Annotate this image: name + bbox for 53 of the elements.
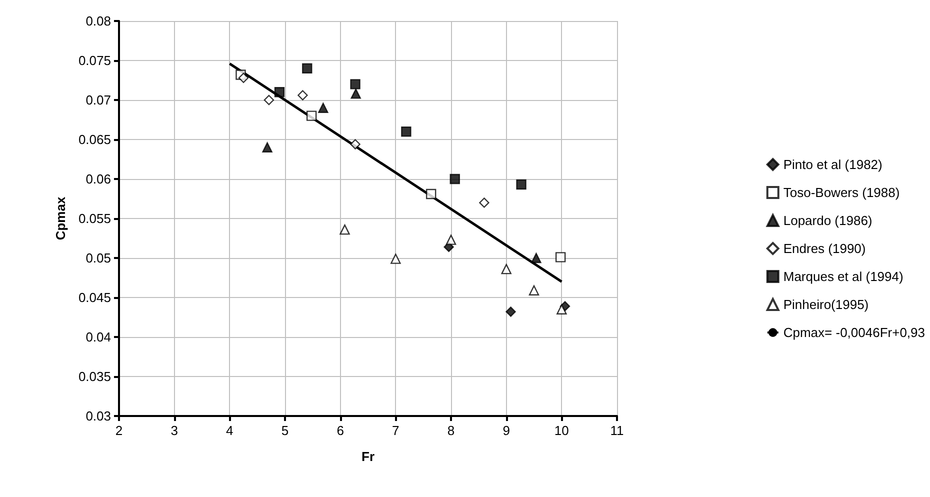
point — [390, 254, 401, 264]
point — [302, 63, 312, 74]
point — [350, 79, 360, 90]
y-tick-label: 0.07 — [86, 92, 111, 108]
point — [450, 174, 460, 184]
x-tick-label: 2 — [115, 423, 123, 438]
x-tick-label: 10 — [554, 423, 569, 438]
y-axis-title: Cpmax — [53, 196, 68, 240]
point — [262, 142, 272, 152]
point — [340, 224, 350, 235]
legend-label: Marques et al (1994) — [783, 269, 904, 284]
y-tick-label: 0.08 — [86, 14, 111, 28]
point — [556, 304, 567, 314]
x-tick-label: 5 — [281, 423, 289, 438]
point — [516, 179, 526, 190]
x-tick-label: 3 — [170, 423, 178, 438]
point — [274, 87, 285, 98]
x-axis-title: Fr — [362, 449, 374, 464]
y-tick-label: 0.045 — [78, 290, 111, 305]
x-tick-label: 6 — [336, 423, 344, 438]
x-tick-label: 9 — [502, 423, 510, 438]
y-tick-label: 0.04 — [86, 330, 111, 344]
point — [528, 285, 540, 296]
legend-label: Cpmax= -0,0046Fr+0,93 — [783, 325, 926, 340]
y-tick-label: 0.075 — [78, 53, 111, 68]
y-tick-label: 0.06 — [86, 172, 111, 186]
point — [238, 72, 249, 83]
legend-label: Pinheiro(1995) — [783, 297, 869, 312]
y-tick-label: 0.05 — [86, 250, 111, 266]
point — [318, 102, 328, 113]
point — [306, 110, 317, 121]
x-tick-label: 4 — [226, 423, 234, 438]
y-tick-label: 0.03 — [86, 408, 111, 424]
legend-label: Lopardo (1986) — [783, 213, 872, 228]
point — [531, 252, 542, 264]
legend-label: Pinto et al (1982) — [783, 157, 882, 172]
point — [350, 139, 360, 150]
point — [350, 88, 361, 99]
point — [555, 252, 566, 262]
point — [401, 126, 412, 137]
point — [426, 188, 436, 200]
x-tick-label: 8 — [447, 423, 455, 438]
x-tick-label: 11 — [610, 423, 624, 438]
point — [506, 306, 516, 317]
y-tick-label: 0.065 — [78, 132, 111, 147]
legend-label: Endres (1990) — [783, 241, 866, 256]
x-tick-label: 7 — [392, 423, 400, 438]
y-tick-label: 0.055 — [78, 211, 111, 226]
y-tick-label: 0.035 — [78, 369, 111, 384]
point — [501, 264, 512, 274]
point — [264, 94, 274, 106]
point — [446, 234, 456, 245]
legend-label: Toso-Bowers (1988) — [783, 185, 900, 200]
